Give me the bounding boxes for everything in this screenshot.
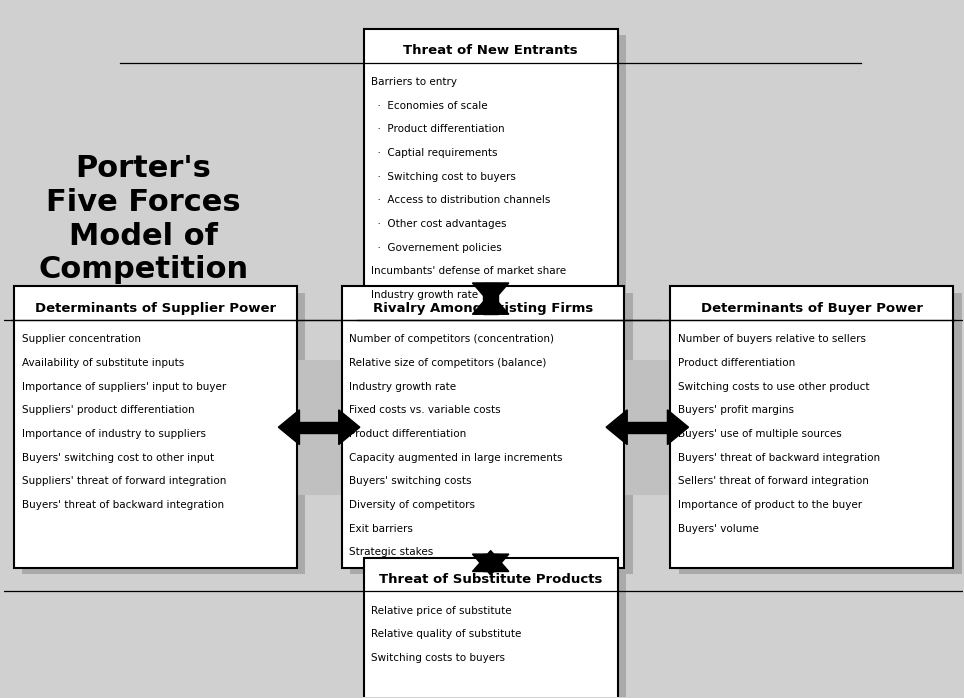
Polygon shape xyxy=(472,551,509,572)
Text: Strategic stakes: Strategic stakes xyxy=(349,547,434,557)
Text: Relative size of competitors (balance): Relative size of competitors (balance) xyxy=(349,358,547,368)
Text: Buyers' volume: Buyers' volume xyxy=(678,524,759,533)
Text: Buyers' threat of backward integration: Buyers' threat of backward integration xyxy=(21,500,224,510)
Text: Diversity of competitors: Diversity of competitors xyxy=(349,500,475,510)
Polygon shape xyxy=(472,283,509,304)
Text: Rivalry Among Existing Firms: Rivalry Among Existing Firms xyxy=(373,302,593,315)
Polygon shape xyxy=(300,422,338,433)
Text: ·  Access to distribution channels: · Access to distribution channels xyxy=(371,195,550,205)
FancyBboxPatch shape xyxy=(372,36,627,317)
Text: ·  Governement policies: · Governement policies xyxy=(371,243,502,253)
Text: Suppliers' threat of forward integration: Suppliers' threat of forward integration xyxy=(21,476,226,487)
Polygon shape xyxy=(628,422,667,433)
Text: Importance of industry to suppliers: Importance of industry to suppliers xyxy=(21,429,205,439)
FancyBboxPatch shape xyxy=(670,286,953,568)
FancyBboxPatch shape xyxy=(363,558,618,698)
Text: Product differentiation: Product differentiation xyxy=(678,358,795,368)
Text: Number of competitors (concentration): Number of competitors (concentration) xyxy=(349,334,554,344)
Text: ·  Economies of scale: · Economies of scale xyxy=(371,101,488,111)
Text: Capacity augmented in large increments: Capacity augmented in large increments xyxy=(349,452,563,463)
Polygon shape xyxy=(279,410,300,445)
Polygon shape xyxy=(410,286,556,311)
Polygon shape xyxy=(472,293,509,314)
Polygon shape xyxy=(483,283,498,314)
Text: Industry growth rate: Industry growth rate xyxy=(349,382,456,392)
Text: Switching costs to use other product: Switching costs to use other product xyxy=(678,382,870,392)
Text: Determinants of Supplier Power: Determinants of Supplier Power xyxy=(35,302,276,315)
Text: Barriers to entry: Barriers to entry xyxy=(371,77,457,87)
FancyBboxPatch shape xyxy=(22,292,306,574)
Text: Sellers' threat of forward integration: Sellers' threat of forward integration xyxy=(678,476,869,487)
Text: Threat of New Entrants: Threat of New Entrants xyxy=(403,45,578,57)
FancyBboxPatch shape xyxy=(341,286,625,568)
Text: Buyers' switching costs: Buyers' switching costs xyxy=(349,476,471,487)
FancyBboxPatch shape xyxy=(13,286,297,568)
FancyBboxPatch shape xyxy=(350,292,633,574)
Polygon shape xyxy=(297,359,341,495)
Polygon shape xyxy=(606,410,628,445)
Text: Switching costs to buyers: Switching costs to buyers xyxy=(371,653,505,663)
Polygon shape xyxy=(625,359,670,495)
Polygon shape xyxy=(472,554,509,575)
Text: Supplier concentration: Supplier concentration xyxy=(21,334,141,344)
Text: Availability of substitute inputs: Availability of substitute inputs xyxy=(21,358,184,368)
Text: Relative quality of substitute: Relative quality of substitute xyxy=(371,629,522,639)
Text: ·  Product differentiation: · Product differentiation xyxy=(371,124,505,135)
Text: Buyers' switching cost to other input: Buyers' switching cost to other input xyxy=(21,452,214,463)
Text: ·  Other cost advantages: · Other cost advantages xyxy=(371,219,507,229)
Text: ·  Captial requirements: · Captial requirements xyxy=(371,148,497,158)
Text: Exit barriers: Exit barriers xyxy=(349,524,414,533)
FancyBboxPatch shape xyxy=(679,292,962,574)
Text: Number of buyers relative to sellers: Number of buyers relative to sellers xyxy=(678,334,866,344)
Text: Threat of Substitute Products: Threat of Substitute Products xyxy=(379,573,602,586)
FancyBboxPatch shape xyxy=(363,29,618,311)
Text: Importance of suppliers' input to buyer: Importance of suppliers' input to buyer xyxy=(21,382,226,392)
Text: Porter's
Five Forces
Model of
Competition: Porter's Five Forces Model of Competitio… xyxy=(39,154,249,284)
Text: Suppliers' product differentiation: Suppliers' product differentiation xyxy=(21,406,194,415)
Text: Importance of product to the buyer: Importance of product to the buyer xyxy=(678,500,862,510)
Text: Incumbants' defense of market share: Incumbants' defense of market share xyxy=(371,266,567,276)
Text: Buyers' threat of backward integration: Buyers' threat of backward integration xyxy=(678,452,880,463)
Text: Buyers' profit margins: Buyers' profit margins xyxy=(678,406,794,415)
Polygon shape xyxy=(410,558,556,568)
Text: Relative price of substitute: Relative price of substitute xyxy=(371,606,512,616)
Text: Buyers' use of multiple sources: Buyers' use of multiple sources xyxy=(678,429,842,439)
Text: ·  Switching cost to buyers: · Switching cost to buyers xyxy=(371,172,516,181)
Text: Industry growth rate: Industry growth rate xyxy=(371,290,478,300)
Polygon shape xyxy=(338,410,360,445)
FancyBboxPatch shape xyxy=(372,564,627,698)
Polygon shape xyxy=(483,554,498,572)
Text: Product differentiation: Product differentiation xyxy=(349,429,467,439)
Polygon shape xyxy=(667,410,688,445)
Text: Determinants of Buyer Power: Determinants of Buyer Power xyxy=(701,302,923,315)
Text: Fixed costs vs. variable costs: Fixed costs vs. variable costs xyxy=(349,406,501,415)
